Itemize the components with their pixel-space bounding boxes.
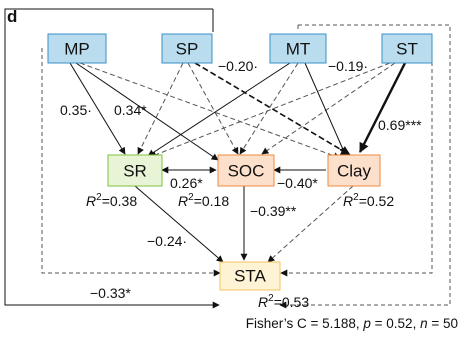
node-mp: MP <box>47 33 107 64</box>
coef-soc-sta: −0.39** <box>250 203 297 219</box>
path-mp-sta <box>4 8 218 306</box>
path-clay-sta <box>267 185 354 263</box>
r2-clay: R2=0.52 <box>343 192 394 209</box>
path-right-inner <box>282 48 433 274</box>
path-mt-sr-dashed <box>239 62 299 155</box>
coef-sr-soc: 0.26* <box>170 175 203 191</box>
path-sr-sta <box>134 185 224 263</box>
node-sta-label: STA <box>234 267 266 286</box>
node-st-label: ST <box>396 40 418 59</box>
path-mt-sta <box>41 48 218 274</box>
node-st: ST <box>381 33 433 64</box>
path-mt-clay <box>304 62 346 155</box>
node-sr: SR <box>107 154 163 187</box>
fit-statistics: Fisher’s C = 5.188, p = 0.52, n = 50 <box>245 316 458 331</box>
r2-soc: R2=0.18 <box>178 192 229 209</box>
node-mt-label: MT <box>286 40 311 59</box>
path-mp-sr <box>69 62 126 155</box>
node-sp-label: SP <box>176 40 199 59</box>
path-mt-soc <box>147 62 291 157</box>
node-soc: SOC <box>217 154 275 187</box>
node-clay: Clay <box>327 154 381 187</box>
coef-mt-clay: −0.19· <box>328 58 368 74</box>
path-sp-clay <box>194 62 351 156</box>
r2-sr: R2=0.38 <box>86 192 137 209</box>
panel-label: d <box>7 7 17 26</box>
coef-sr-sta: −0.24· <box>147 233 187 249</box>
coef-mp-clay: 0.34* <box>114 102 147 118</box>
node-sr-label: SR <box>123 162 147 181</box>
node-sta: STA <box>219 261 281 291</box>
path-mp-clay <box>75 62 219 161</box>
node-mt: MT <box>269 33 327 64</box>
coef-st-clay: 0.69*** <box>378 117 422 133</box>
path-sp-soc <box>187 62 239 155</box>
path-sp-sr <box>137 62 184 155</box>
path-mp-soc-dashed <box>79 62 341 160</box>
node-mp-label: MP <box>64 40 90 59</box>
node-soc-label: SOC <box>228 162 265 181</box>
node-sp: SP <box>161 33 213 64</box>
coef-mp-sta: −0.33* <box>90 285 131 301</box>
path-st-sr <box>149 62 391 158</box>
path-st-clay <box>358 62 407 153</box>
node-clay-label: Clay <box>337 162 372 181</box>
coef-mp-sr: 0.35· <box>60 102 92 118</box>
coef-sp-clay: −0.20· <box>218 58 258 74</box>
coef-clay-soc: −0.40* <box>277 175 318 191</box>
r2-sta: R2=0.53 <box>258 293 309 310</box>
path-st-soc <box>261 62 396 155</box>
